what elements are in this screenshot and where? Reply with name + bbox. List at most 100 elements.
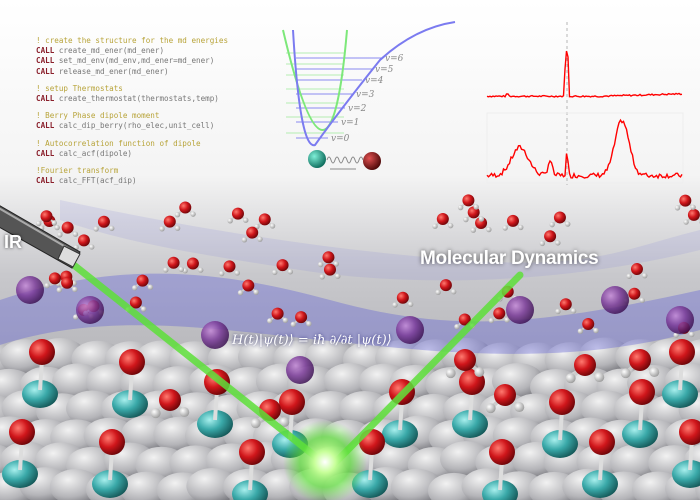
hydrogen-atom <box>72 286 78 293</box>
ir-beam-out <box>326 271 524 472</box>
schrodinger-equation: H(t)|ψ(t)⟩ = iħ ∂/∂t |ψ(t)⟩ <box>232 333 392 348</box>
oxygen-atom <box>258 213 271 226</box>
hydrogen-atom <box>577 328 584 334</box>
hydrogen-atom <box>470 227 476 233</box>
oxygen-atom <box>271 307 284 320</box>
code-text: set_md_env(md_env,md_ener=md_ener) <box>58 56 215 66</box>
hydrogen-atom <box>549 221 555 228</box>
oxygen-atom <box>242 279 255 292</box>
code-comment: ! create the structure for the md energi… <box>36 36 229 45</box>
hydrogen-atom <box>486 226 492 233</box>
oxygen-atom <box>439 279 452 292</box>
code-line: CALL create_thermostat(thermostats,temp) <box>36 94 228 104</box>
code-text: calc_acf(dipole) <box>58 148 133 158</box>
hydrogen-atom <box>565 221 571 227</box>
code-gap <box>36 77 228 84</box>
hydrogen-atom <box>392 302 398 308</box>
hydrogen-atom <box>555 308 561 315</box>
hydrogen-atom <box>593 327 599 334</box>
hydrogen-atom <box>457 204 464 211</box>
hydrogen-atom <box>626 273 632 279</box>
hydrogen-atom <box>227 218 233 224</box>
oxygen-atom <box>239 439 265 465</box>
spectrum-top <box>486 50 683 98</box>
hydrogen-atom <box>639 297 645 304</box>
hydrogen-atom <box>306 321 312 327</box>
potential-energy-diagram: v=0 v=1 v=2 v=3 v=4v=5v=6 <box>282 21 456 170</box>
oxygen-atom <box>323 263 336 276</box>
code-text: create_md_ener(md_ener) <box>58 46 165 56</box>
oxygen-atom <box>186 257 199 270</box>
code-snippet: ! create the structure for the md energi… <box>36 36 228 186</box>
hydrogen-atom <box>73 314 79 320</box>
code-line: CALL create_md_ener(md_ener) <box>36 46 228 56</box>
adsorbed-atom <box>662 380 698 408</box>
hydrogen-atom <box>502 225 508 231</box>
level-label: v=2 <box>348 104 367 114</box>
hydrogen-atom <box>319 274 325 280</box>
ion-atom <box>76 296 104 324</box>
atom-a <box>308 150 326 168</box>
oxygen-atom <box>159 389 181 411</box>
hydrogen-atom <box>51 220 58 226</box>
hydrogen-atom <box>594 372 605 383</box>
oxygen-atom <box>179 201 192 214</box>
oxygen-atom <box>48 272 61 285</box>
ion-atom <box>286 356 314 384</box>
hydrogen-atom <box>54 224 60 231</box>
code-comment: !Fourier transform <box>36 166 119 176</box>
harmonic-potential-curve <box>282 29 348 131</box>
hydrogen-atom <box>56 287 62 293</box>
hydrogen-atom <box>257 236 263 242</box>
hydrogen-atom <box>555 240 561 246</box>
hydrogen-atom <box>109 225 115 232</box>
hydrogen-atom <box>243 217 249 223</box>
oxygen-atom <box>559 298 572 311</box>
oxygen-atom <box>231 207 244 220</box>
oxygen-atom <box>462 194 475 207</box>
hydrogen-atom <box>36 220 42 227</box>
oxygen-atom <box>9 419 35 445</box>
oxygen-atom <box>669 339 695 365</box>
code-text: calc_dip_berry(rho_elec,unit_cell) <box>58 121 215 131</box>
code-gap <box>36 104 228 111</box>
hydrogen-atom <box>674 205 681 211</box>
oxygen-atom <box>582 318 595 331</box>
ion-atom <box>601 286 629 314</box>
hydrogen-atom <box>518 224 524 231</box>
code-text: release_md_ener(md_ener) <box>58 66 169 76</box>
code-line: CALL calc_acf(dipole) <box>36 149 228 159</box>
hydrogen-atom <box>290 321 296 328</box>
code-keyword: CALL <box>36 66 59 76</box>
code-line: CALL calc_FFT(acf_dip) <box>36 176 228 186</box>
hydrogen-atom <box>683 219 689 225</box>
oxygen-atom <box>589 429 615 455</box>
hydrogen-atom <box>150 408 161 419</box>
spectrum-bottom <box>486 118 683 180</box>
hydrogen-atom <box>267 318 273 324</box>
oxygen-atom <box>436 213 449 226</box>
oxygen-atom <box>136 274 149 287</box>
oxygen-atom <box>679 419 700 445</box>
oxygen-atom <box>454 349 476 371</box>
hydrogen-atom <box>163 267 169 273</box>
oxygen-atom <box>29 339 55 365</box>
adsorbed-atom <box>482 480 518 500</box>
hydrogen-atom <box>649 367 660 378</box>
ion-atom <box>201 321 229 349</box>
oxygen-atom <box>493 307 506 320</box>
oxygen-atom <box>97 215 110 228</box>
hydrogen-atom <box>485 403 496 414</box>
morse-potential-curve <box>292 21 456 147</box>
oxygen-atom <box>322 251 335 264</box>
ir-beam-in <box>66 258 334 472</box>
adsorbed-atom <box>232 480 268 500</box>
oxygen-atom <box>687 208 700 221</box>
oxygen-atom <box>40 210 53 223</box>
hydrogen-atom <box>269 223 276 229</box>
oxygen-atom <box>276 259 289 272</box>
ion-atom <box>506 296 534 324</box>
hydrogen-atom <box>539 240 545 247</box>
atom-b <box>363 152 381 170</box>
level-label: v=1 <box>341 118 359 128</box>
